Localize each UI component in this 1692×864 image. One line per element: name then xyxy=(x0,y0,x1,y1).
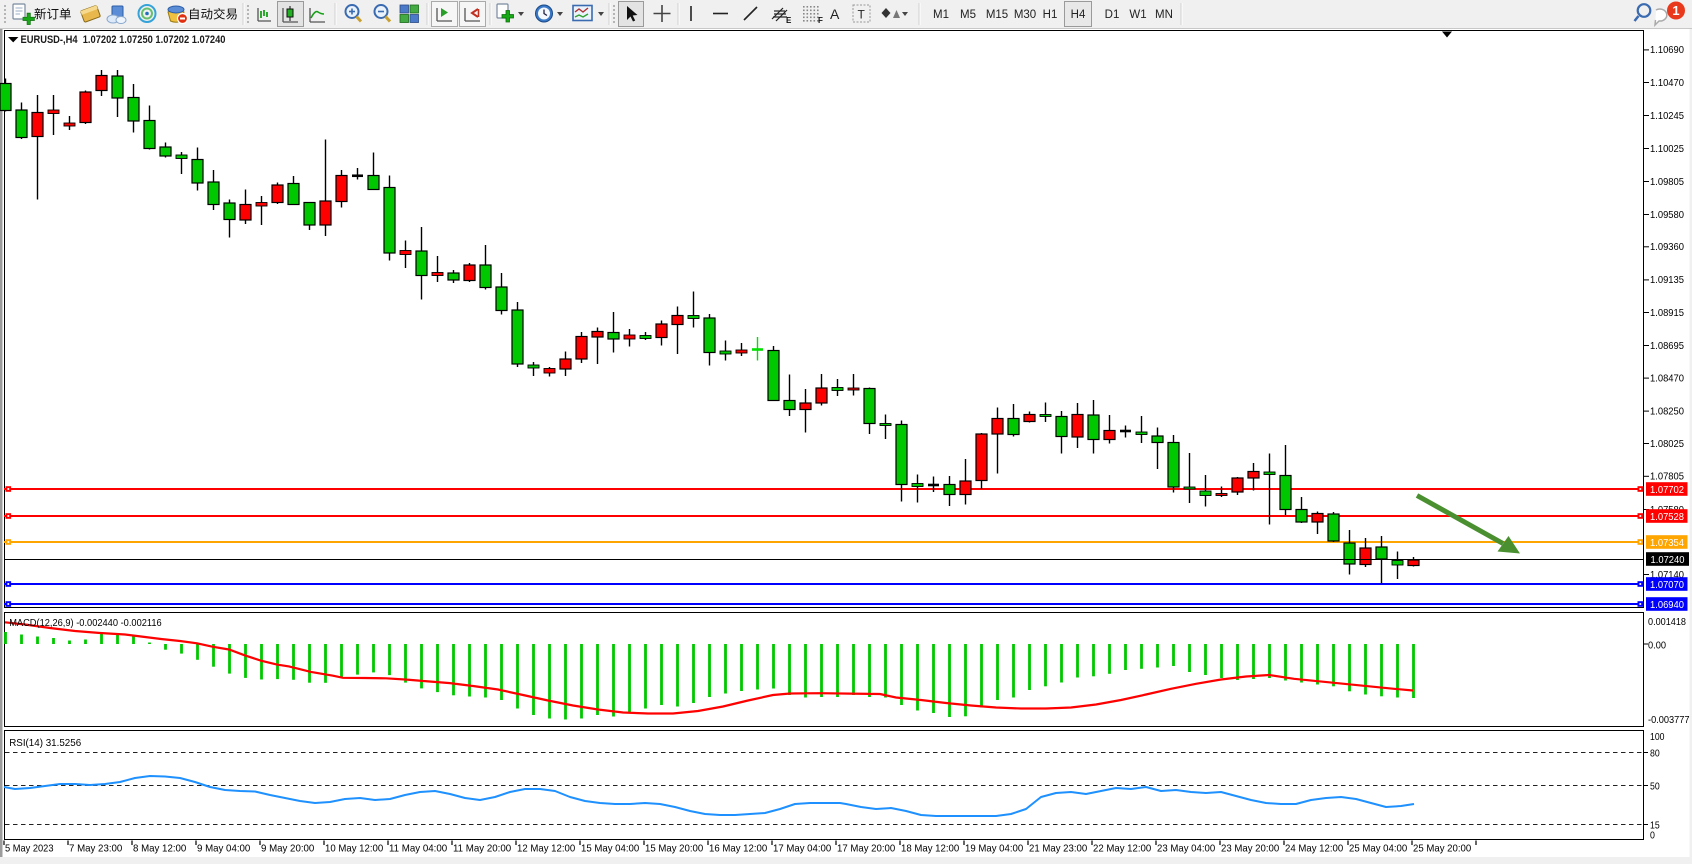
svg-text:9 May 20:00: 9 May 20:00 xyxy=(261,842,314,854)
svg-text:1.09360: 1.09360 xyxy=(1650,241,1684,253)
svg-text:25 May 04:00: 25 May 04:00 xyxy=(1349,842,1407,854)
svg-text:50: 50 xyxy=(1650,780,1660,792)
svg-text:H4: H4 xyxy=(1071,9,1086,21)
svg-text:1.09805: 1.09805 xyxy=(1650,176,1684,188)
svg-text:1.10690: 1.10690 xyxy=(1650,44,1684,56)
svg-text:100: 100 xyxy=(1650,731,1665,743)
svg-text:1.08695: 1.08695 xyxy=(1650,340,1684,352)
svg-text:15: 15 xyxy=(1650,820,1660,832)
svg-text:15 May 20:00: 15 May 20:00 xyxy=(645,842,703,854)
svg-text:H1: H1 xyxy=(1043,9,1058,21)
svg-text:5 May 2023: 5 May 2023 xyxy=(5,842,54,854)
svg-text:10 May 12:00: 10 May 12:00 xyxy=(325,842,383,854)
svg-text:80: 80 xyxy=(1650,748,1660,760)
svg-text:M5: M5 xyxy=(960,9,976,21)
svg-text:1.08915: 1.08915 xyxy=(1650,307,1684,319)
svg-text:D1: D1 xyxy=(1105,9,1120,21)
svg-text:1.07070: 1.07070 xyxy=(1650,579,1684,591)
svg-text:1.09580: 1.09580 xyxy=(1650,209,1684,221)
svg-text:0: 0 xyxy=(1650,830,1655,842)
svg-text:1.07354: 1.07354 xyxy=(1650,537,1684,549)
svg-text:7 May 23:00: 7 May 23:00 xyxy=(69,842,122,854)
svg-text:1: 1 xyxy=(1672,3,1679,18)
svg-text:1.10245: 1.10245 xyxy=(1650,110,1684,122)
svg-text:A: A xyxy=(830,6,840,22)
svg-text:23 May 20:00: 23 May 20:00 xyxy=(1221,842,1279,854)
svg-text:-0.003777: -0.003777 xyxy=(1648,714,1690,726)
svg-text:15 May 04:00: 15 May 04:00 xyxy=(581,842,639,854)
svg-text:9 May 04:00: 9 May 04:00 xyxy=(197,842,250,854)
svg-text:11 May 04:00: 11 May 04:00 xyxy=(389,842,447,854)
svg-text:22 May 12:00: 22 May 12:00 xyxy=(1093,842,1151,854)
svg-text:E: E xyxy=(786,16,792,25)
svg-text:EURUSD-,H4 1.07202 1.07250 1.: EURUSD-,H4 1.07202 1.07250 1.07202 1.072… xyxy=(21,34,226,46)
svg-text:19 May 04:00: 19 May 04:00 xyxy=(965,842,1023,854)
svg-text:W1: W1 xyxy=(1129,9,1146,21)
svg-text:1.09135: 1.09135 xyxy=(1650,274,1684,286)
svg-text:MACD(12,26,9) -0.002440 -0.002: MACD(12,26,9) -0.002440 -0.002116 xyxy=(9,617,162,629)
svg-text:1.08250: 1.08250 xyxy=(1650,405,1684,417)
svg-text:F: F xyxy=(818,16,823,25)
svg-text:RSI(14) 31.5256: RSI(14) 31.5256 xyxy=(9,737,81,749)
svg-text:1.08470: 1.08470 xyxy=(1650,372,1684,384)
svg-text:8 May 12:00: 8 May 12:00 xyxy=(133,842,186,854)
svg-text:1.08025: 1.08025 xyxy=(1650,438,1684,450)
svg-text:18 May 12:00: 18 May 12:00 xyxy=(901,842,959,854)
svg-text:21 May 23:00: 21 May 23:00 xyxy=(1029,842,1087,854)
svg-text:25 May 20:00: 25 May 20:00 xyxy=(1413,842,1471,854)
svg-text:MN: MN xyxy=(1155,9,1173,21)
svg-text:M15: M15 xyxy=(986,9,1008,21)
svg-text:11 May 20:00: 11 May 20:00 xyxy=(453,842,511,854)
svg-text:0.00: 0.00 xyxy=(1648,640,1666,652)
svg-text:M30: M30 xyxy=(1014,9,1036,21)
svg-text:17 May 04:00: 17 May 04:00 xyxy=(773,842,831,854)
svg-text:1.07805: 1.07805 xyxy=(1650,471,1684,483)
svg-text:T: T xyxy=(858,8,866,22)
svg-text:M1: M1 xyxy=(933,9,949,21)
svg-text:1.07702: 1.07702 xyxy=(1650,484,1684,496)
svg-text:23 May 04:00: 23 May 04:00 xyxy=(1157,842,1215,854)
svg-text:1.07528: 1.07528 xyxy=(1650,511,1684,523)
svg-text:1.06940: 1.06940 xyxy=(1650,599,1684,611)
svg-text:16 May 12:00: 16 May 12:00 xyxy=(709,842,767,854)
svg-text:1.10025: 1.10025 xyxy=(1650,143,1684,155)
svg-text:1.10470: 1.10470 xyxy=(1650,77,1684,89)
svg-text:24 May 12:00: 24 May 12:00 xyxy=(1285,842,1343,854)
svg-text:12 May 12:00: 12 May 12:00 xyxy=(517,842,575,854)
svg-text:17 May 20:00: 17 May 20:00 xyxy=(837,842,895,854)
svg-text:0.001418: 0.001418 xyxy=(1648,616,1686,628)
svg-text:1.07240: 1.07240 xyxy=(1651,554,1685,566)
